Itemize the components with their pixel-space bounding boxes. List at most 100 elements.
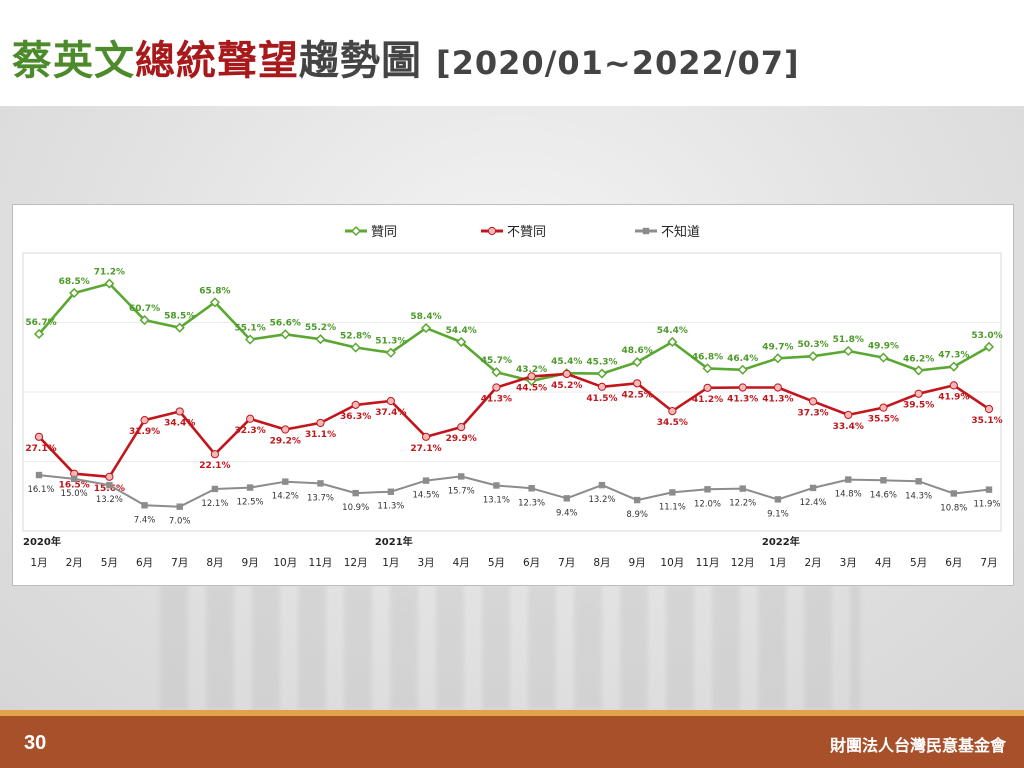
data-label: 36.3% [340, 412, 371, 422]
x-tick-label: 6月 [136, 557, 153, 569]
x-tick-label: 3月 [417, 557, 434, 569]
data-label: 15.6% [94, 484, 125, 494]
data-point [913, 365, 924, 376]
data-label: 49.7% [762, 342, 793, 352]
x-tick-label: 5月 [101, 557, 118, 569]
x-tick-label: 5月 [910, 557, 927, 569]
data-label: 54.4% [657, 326, 688, 336]
x-axis: 1月 2月 5月 6月 7月 8月 9月 10月 11月 12月 1月 3月 4月 5月 6月 7月 8月 9月 1… [23, 535, 998, 569]
data-point [598, 481, 606, 489]
x-tick-label: 1月 [382, 557, 399, 569]
data-label: 52.8% [340, 332, 371, 342]
data-point [246, 484, 254, 491]
data-point [915, 478, 922, 485]
data-label: 13.2% [588, 495, 615, 505]
data-label: 46.2% [903, 354, 934, 364]
data-point [69, 287, 80, 299]
data-label: 13.7% [307, 493, 334, 503]
title-name: 蔡英文 [12, 38, 135, 84]
data-point [845, 476, 852, 483]
title-date-range: [2020/01~2022/07] [436, 44, 800, 82]
data-label: 29.2% [270, 437, 301, 447]
data-label: 55.1% [234, 324, 265, 334]
data-label: 37.4% [375, 408, 406, 418]
data-point [385, 347, 396, 358]
data-point [596, 368, 608, 379]
data-point [350, 342, 361, 353]
data-label: 34.5% [657, 418, 688, 428]
data-point [491, 367, 502, 378]
data-label: 14.2% [272, 492, 299, 502]
series-1: 27.1% 16.5% 15.6% 31.9% 34.4% 22.1% 32.3% 29.2%… [25, 369, 1003, 494]
data-label: 10.8% [940, 503, 967, 513]
data-label: 53.0% [971, 331, 1002, 341]
data-point [983, 341, 995, 352]
background-crowd-silhouette [160, 585, 860, 710]
x-tick-label: 6月 [945, 557, 962, 569]
data-point [950, 490, 958, 497]
data-point [879, 403, 888, 412]
data-label: 71.2% [94, 268, 125, 278]
data-label: 14.8% [835, 490, 862, 500]
title-subject: 總統聲望 [135, 38, 299, 84]
data-label: 33.4% [833, 422, 864, 432]
data-point [35, 471, 43, 479]
data-label: 48.6% [622, 346, 653, 356]
data-label: 14.5% [413, 491, 440, 501]
year-label: 2021年 [375, 535, 413, 548]
data-label: 32.3% [234, 426, 265, 436]
x-tick-label: 6月 [523, 557, 540, 569]
data-point [317, 480, 324, 487]
data-label: 45.4% [551, 357, 582, 367]
data-label: 47.3% [938, 351, 969, 361]
data-point [176, 503, 183, 510]
legend-label: 贊同 [371, 225, 397, 240]
data-point [280, 329, 291, 340]
x-tick-label: 10月 [660, 557, 684, 569]
data-label: 12.4% [800, 498, 827, 508]
data-point [808, 397, 818, 406]
year-label: 2020年 [23, 535, 61, 548]
data-label: 12.0% [694, 499, 721, 509]
data-label: 41.9% [938, 392, 969, 402]
data-point [139, 315, 150, 326]
data-label: 14.6% [870, 490, 897, 500]
data-point [878, 352, 889, 363]
data-point [703, 383, 712, 392]
legend-marker [350, 225, 362, 237]
x-tick-label: 9月 [242, 557, 259, 569]
data-label: 8.9% [626, 510, 648, 520]
data-point [105, 472, 114, 481]
x-tick-label: 2月 [804, 557, 821, 569]
data-label: 68.5% [59, 277, 90, 287]
data-point [316, 418, 325, 428]
data-label: 13.2% [96, 495, 123, 505]
data-label: 27.1% [25, 444, 56, 454]
data-point [421, 432, 431, 441]
data-label: 12.3% [518, 498, 545, 508]
data-point [141, 502, 148, 509]
data-point [34, 432, 44, 441]
data-point [702, 363, 713, 374]
data-label: 9.1% [767, 509, 789, 519]
data-label: 45.7% [481, 356, 512, 366]
data-point [563, 495, 570, 502]
data-point [633, 496, 641, 504]
data-point [843, 345, 854, 357]
data-label: 14.3% [905, 491, 932, 501]
data-point [175, 407, 184, 416]
data-point [458, 473, 465, 480]
data-point [210, 450, 220, 459]
data-point [809, 484, 817, 492]
data-label: 56.6% [270, 318, 301, 328]
data-label: 12.2% [729, 499, 756, 509]
data-label: 7.0% [169, 517, 191, 527]
data-label: 15.7% [448, 486, 475, 496]
x-tick-label: 3月 [840, 557, 857, 569]
data-point [844, 410, 853, 420]
data-label: 13.1% [483, 495, 510, 505]
x-tick-label: 7月 [558, 557, 575, 569]
x-tick-label: 4月 [453, 557, 470, 569]
x-tick-label: 4月 [875, 557, 892, 569]
data-label: 43.2% [516, 365, 547, 375]
